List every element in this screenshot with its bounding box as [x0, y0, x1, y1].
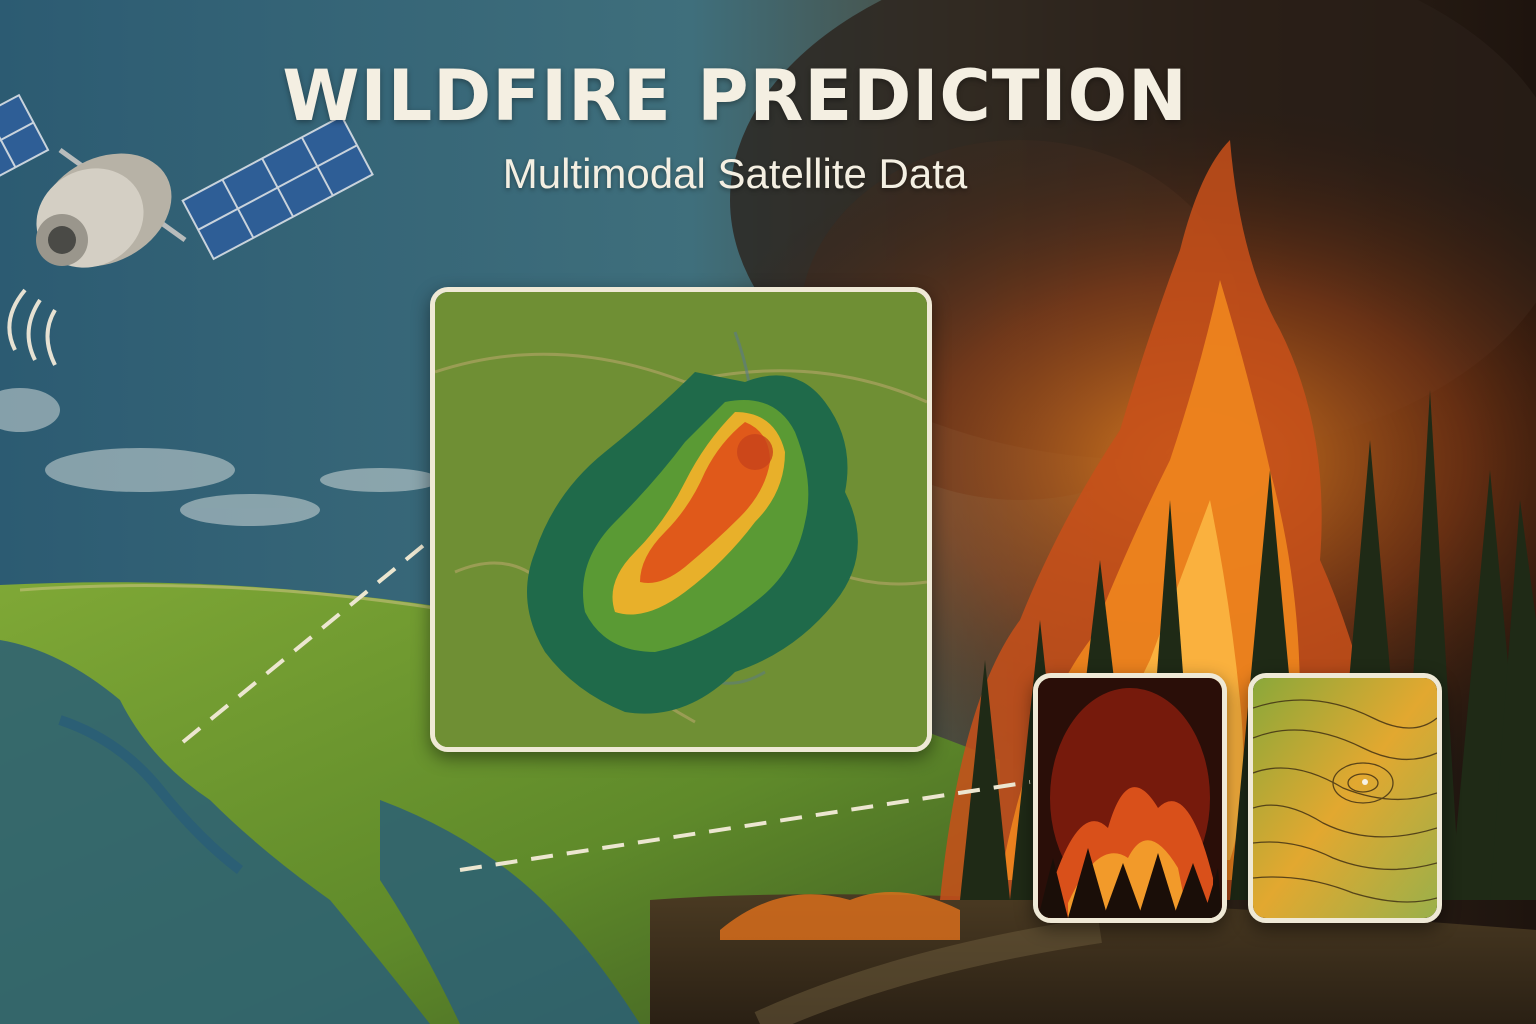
satellite-icon	[0, 93, 374, 366]
fire-imagery	[1038, 678, 1222, 918]
fire-risk-map-panel	[430, 287, 932, 752]
fire-risk-heatmap	[435, 292, 927, 747]
clouds	[0, 388, 440, 526]
page-title: WILDFIRE PREDICTION	[282, 55, 1188, 137]
connector-lines	[181, 538, 1031, 872]
topographic-map	[1253, 678, 1437, 918]
page-subtitle: Multimodal Satellite Data	[502, 150, 968, 197]
fire-imagery-thumbnail	[1033, 673, 1227, 923]
topographic-map-thumbnail	[1248, 673, 1442, 923]
